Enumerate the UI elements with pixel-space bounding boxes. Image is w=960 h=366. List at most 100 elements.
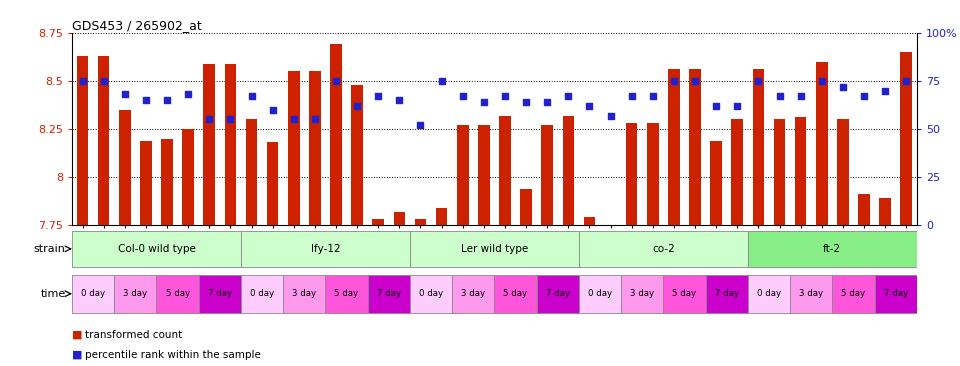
Point bbox=[223, 116, 238, 122]
Bar bbox=[732, 119, 743, 225]
Point bbox=[434, 78, 449, 84]
Point bbox=[540, 99, 555, 105]
Point bbox=[793, 93, 808, 99]
Bar bbox=[668, 70, 680, 225]
Text: 3 day: 3 day bbox=[799, 289, 824, 298]
Bar bbox=[499, 116, 511, 225]
Bar bbox=[72, 231, 241, 267]
Text: 7 day: 7 day bbox=[545, 289, 570, 298]
Text: 3 day: 3 day bbox=[630, 289, 655, 298]
Bar bbox=[452, 275, 494, 313]
Bar bbox=[563, 116, 574, 225]
Bar bbox=[790, 275, 832, 313]
Point bbox=[899, 78, 914, 84]
Point bbox=[497, 93, 513, 99]
Point bbox=[349, 103, 365, 109]
Text: 7 day: 7 day bbox=[207, 289, 232, 298]
Bar bbox=[494, 275, 537, 313]
Bar bbox=[774, 119, 785, 225]
Text: percentile rank within the sample: percentile rank within the sample bbox=[85, 350, 261, 360]
Point bbox=[751, 78, 766, 84]
Text: ■: ■ bbox=[72, 350, 83, 360]
Bar bbox=[710, 141, 722, 225]
Bar bbox=[394, 212, 405, 225]
Point bbox=[455, 93, 470, 99]
Bar bbox=[706, 275, 748, 313]
Bar bbox=[225, 64, 236, 225]
Point bbox=[328, 78, 344, 84]
Text: Ler wild type: Ler wild type bbox=[461, 244, 528, 254]
Point bbox=[708, 103, 724, 109]
Bar bbox=[626, 123, 637, 225]
Point bbox=[518, 99, 534, 105]
Bar bbox=[368, 275, 410, 313]
Bar bbox=[119, 110, 131, 225]
Bar bbox=[663, 275, 706, 313]
Point bbox=[624, 93, 639, 99]
Point bbox=[244, 93, 259, 99]
Bar bbox=[410, 275, 452, 313]
Point bbox=[413, 122, 428, 128]
Text: ft-2: ft-2 bbox=[824, 244, 841, 254]
Text: 5 day: 5 day bbox=[672, 289, 697, 298]
Point bbox=[117, 92, 132, 97]
Bar bbox=[372, 219, 384, 225]
Text: time: time bbox=[40, 289, 65, 299]
Bar bbox=[748, 275, 790, 313]
Bar bbox=[837, 119, 849, 225]
Text: 0 day: 0 day bbox=[250, 289, 275, 298]
Text: transformed count: transformed count bbox=[85, 330, 182, 340]
Bar bbox=[436, 208, 447, 225]
Bar bbox=[748, 231, 917, 267]
Text: 0 day: 0 day bbox=[419, 289, 444, 298]
Text: 3 day: 3 day bbox=[461, 289, 486, 298]
Text: GDS453 / 265902_at: GDS453 / 265902_at bbox=[72, 19, 202, 32]
Bar bbox=[753, 70, 764, 225]
Point bbox=[666, 78, 682, 84]
Bar bbox=[795, 117, 806, 225]
Bar bbox=[457, 125, 468, 225]
Bar bbox=[900, 52, 912, 225]
Bar bbox=[77, 56, 88, 225]
Text: 0 day: 0 day bbox=[81, 289, 106, 298]
Bar bbox=[204, 64, 215, 225]
Point bbox=[265, 107, 280, 113]
Point bbox=[138, 97, 154, 103]
Point bbox=[772, 93, 787, 99]
Point bbox=[476, 99, 492, 105]
Point bbox=[877, 87, 893, 93]
Bar bbox=[114, 275, 156, 313]
Point bbox=[180, 92, 196, 97]
Point bbox=[286, 116, 301, 122]
Bar bbox=[816, 62, 828, 225]
Text: 5 day: 5 day bbox=[165, 289, 190, 298]
Bar bbox=[832, 275, 875, 313]
Point bbox=[202, 116, 217, 122]
Text: lfy-12: lfy-12 bbox=[311, 244, 340, 254]
Bar bbox=[520, 188, 532, 225]
Text: 0 day: 0 day bbox=[588, 289, 612, 298]
Bar bbox=[325, 275, 368, 313]
Point bbox=[856, 93, 872, 99]
Bar bbox=[288, 71, 300, 225]
Point bbox=[159, 97, 175, 103]
Bar bbox=[241, 275, 283, 313]
Bar bbox=[246, 119, 257, 225]
Point bbox=[96, 78, 111, 84]
Point bbox=[814, 78, 829, 84]
Text: 5 day: 5 day bbox=[334, 289, 359, 298]
Text: ■: ■ bbox=[72, 330, 83, 340]
Text: 5 day: 5 day bbox=[503, 289, 528, 298]
Bar bbox=[182, 129, 194, 225]
Point bbox=[730, 103, 745, 109]
Bar bbox=[647, 123, 659, 225]
Bar bbox=[478, 125, 490, 225]
Text: 3 day: 3 day bbox=[123, 289, 148, 298]
Point bbox=[582, 103, 597, 109]
Bar bbox=[156, 275, 199, 313]
Bar bbox=[415, 219, 426, 225]
Bar bbox=[875, 275, 917, 313]
Bar bbox=[689, 70, 701, 225]
Text: 5 day: 5 day bbox=[841, 289, 866, 298]
Bar bbox=[537, 275, 579, 313]
